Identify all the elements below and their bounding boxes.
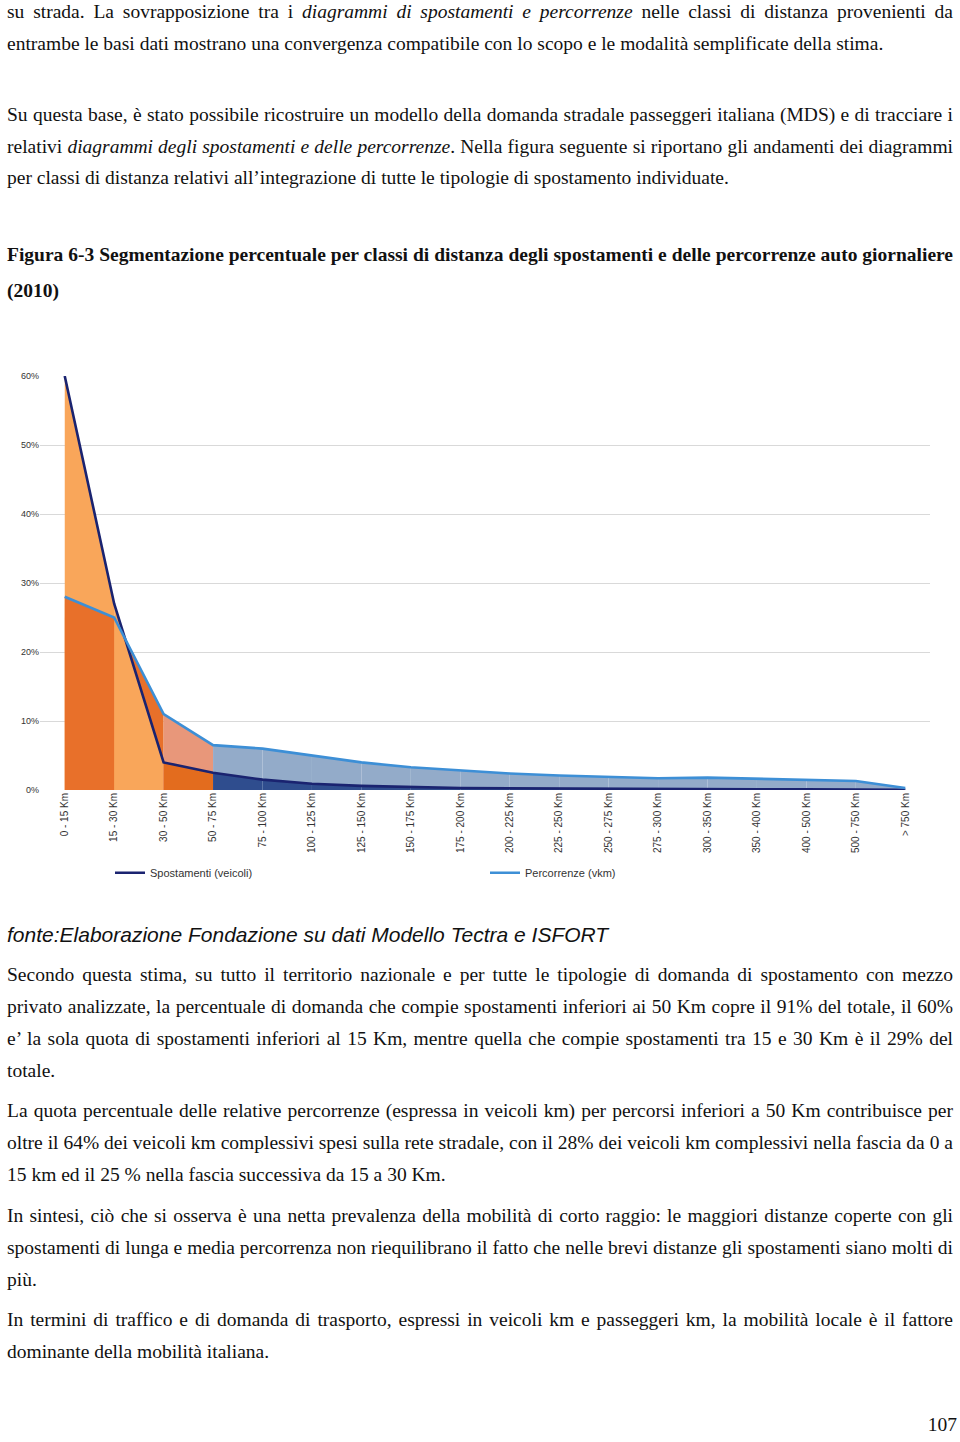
svg-text:125 - 150 Km: 125 - 150 Km: [356, 793, 367, 853]
svg-text:Spostamenti (veicoli): Spostamenti (veicoli): [150, 867, 252, 879]
html-text:Secondo questa stima, su tutto: Secondo questa stima, su tutto il territ…: [7, 964, 953, 1081]
html-text:In termini di traffico e di do: In termini di traffico e di domanda di t…: [7, 1309, 953, 1362]
svg-text:400 - 500 Km: 400 - 500 Km: [801, 793, 812, 853]
svg-text:15 - 30 Km: 15 - 30 Km: [108, 793, 119, 842]
svg-text:60%: 60%: [21, 371, 39, 381]
svg-text:30%: 30%: [21, 578, 39, 588]
svg-text:0 - 15 Km: 0 - 15 Km: [59, 793, 70, 836]
svg-text:Percorrenze (vkm): Percorrenze (vkm): [525, 867, 615, 879]
svg-text:175 - 200 Km: 175 - 200 Km: [455, 793, 466, 853]
svg-text:> 750 Km: > 750 Km: [900, 793, 911, 836]
svg-text:225 - 250 Km: 225 - 250 Km: [553, 793, 564, 853]
svg-text:10%: 10%: [21, 716, 39, 726]
svg-text:0%: 0%: [26, 785, 39, 795]
html-text:In sintesi, ciò che si osserva: In sintesi, ciò che si osserva è una net…: [7, 1205, 953, 1290]
svg-text:40%: 40%: [21, 509, 39, 519]
svg-text:300 - 350 Km: 300 - 350 Km: [702, 793, 713, 853]
svg-text:20%: 20%: [21, 647, 39, 657]
svg-text:150 - 175 Km: 150 - 175 Km: [405, 793, 416, 853]
svg-text:200 - 225 Km: 200 - 225 Km: [504, 793, 515, 853]
svg-text:350 - 400 Km: 350 - 400 Km: [751, 793, 762, 853]
html-text:Su questa base, è stato possib: Su questa base, è stato possibile ricost…: [7, 104, 953, 188]
svg-text:75 - 100 Km: 75 - 100 Km: [257, 793, 268, 847]
svg-text:50 - 75 Km: 50 - 75 Km: [207, 793, 218, 842]
svg-text:30 - 50 Km: 30 - 50 Km: [158, 793, 169, 842]
html-text:Figura 6-3 Segmentazione perce: Figura 6-3 Segmentazione percentuale per…: [7, 244, 953, 301]
html-text:su strada. La sovrapposizione: su strada. La sovrapposizione tra i diag…: [7, 1, 953, 54]
svg-text:100 - 125 Km: 100 - 125 Km: [306, 793, 317, 853]
svg-text:50%: 50%: [21, 440, 39, 450]
svg-text:500 - 750 Km: 500 - 750 Km: [850, 793, 861, 853]
svg-text:275 - 300 Km: 275 - 300 Km: [652, 793, 663, 853]
html-text:fonte:Elaborazione Fondazione: fonte:Elaborazione Fondazione su dati Mo…: [7, 923, 609, 946]
html-text:La quota percentuale delle rel: La quota percentuale delle relative perc…: [7, 1100, 953, 1185]
svg-text:250 - 275 Km: 250 - 275 Km: [603, 793, 614, 853]
html-text:107: 107: [927, 1414, 957, 1435]
